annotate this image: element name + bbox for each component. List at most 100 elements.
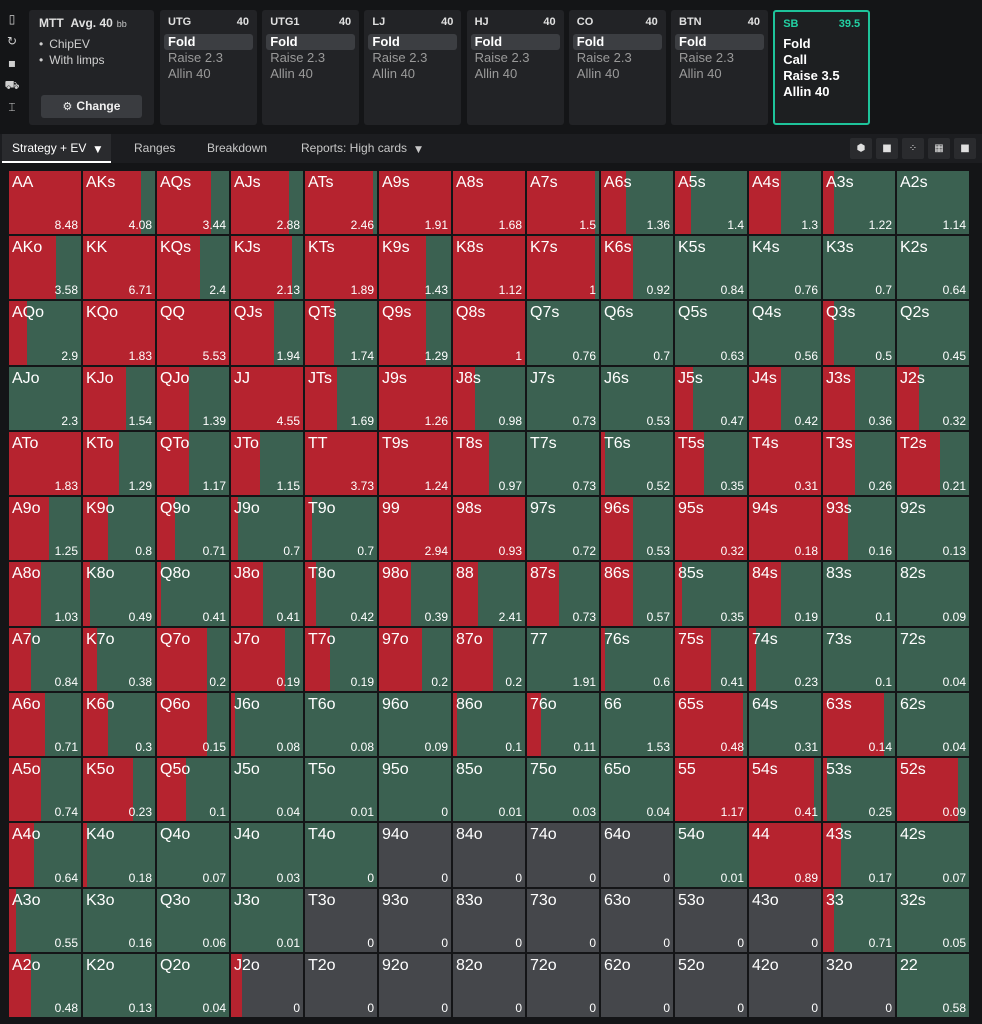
- hand-cell[interactable]: K4s 0.76: [748, 235, 822, 301]
- hand-cell[interactable]: K7s 1: [526, 235, 600, 301]
- hand-cell[interactable]: 52o 0: [674, 952, 748, 1018]
- hand-cell[interactable]: J3s 0.36: [822, 365, 896, 431]
- hand-cell[interactable]: 96o 0.09: [378, 691, 452, 758]
- hand-cell[interactable]: 73o 0: [526, 887, 600, 953]
- hand-cell[interactable]: QTo 1.17: [156, 430, 230, 497]
- hand-cell[interactable]: Q9s 1.29: [378, 300, 452, 366]
- hand-cell[interactable]: A4s 1.3: [748, 170, 822, 236]
- hand-cell[interactable]: 75s 0.41: [674, 626, 748, 692]
- hand-cell[interactable]: Q7o 0.2: [156, 626, 230, 692]
- hand-cell[interactable]: QQ 5.53: [156, 300, 230, 366]
- cube-icon[interactable]: ⬢: [850, 138, 872, 159]
- hand-cell[interactable]: 54o 0.01: [674, 822, 748, 888]
- action-item[interactable]: Allin 40: [372, 66, 416, 81]
- hand-cell[interactable]: 65o 0.04: [600, 757, 674, 823]
- hand-cell[interactable]: AJs 2.88: [230, 170, 304, 236]
- hand-cell[interactable]: K9o 0.8: [82, 496, 156, 562]
- action-item[interactable]: Allin 40: [168, 66, 211, 81]
- hand-cell[interactable]: Q6s 0.7: [600, 300, 674, 366]
- action-item[interactable]: Raise 2.3: [372, 50, 428, 65]
- hand-cell[interactable]: Q2s 0.45: [896, 300, 970, 366]
- hand-cell[interactable]: A6o 0.71: [8, 691, 82, 758]
- hand-cell[interactable]: 53s 0.25: [822, 757, 896, 823]
- hand-cell[interactable]: 87s 0.73: [526, 561, 600, 627]
- hand-cell[interactable]: 74o 0: [526, 822, 600, 888]
- hand-cell[interactable]: Q2o 0.04: [156, 952, 230, 1018]
- hand-cell[interactable]: 84o 0: [452, 822, 526, 888]
- hand-cell[interactable]: T2o 0: [304, 952, 378, 1018]
- hand-cell[interactable]: A3o 0.55: [8, 887, 82, 953]
- hand-cell[interactable]: QTs 1.74: [304, 300, 378, 366]
- hand-cell[interactable]: 43o 0: [748, 887, 822, 953]
- hand-cell[interactable]: A8o 1.03: [8, 561, 82, 627]
- hand-cell[interactable]: Q5s 0.63: [674, 300, 748, 366]
- action-item[interactable]: Fold: [266, 34, 356, 50]
- action-item[interactable]: Raise 2.3: [474, 50, 530, 65]
- hand-cell[interactable]: T3s 0.26: [822, 430, 896, 497]
- hand-cell[interactable]: K7o 0.38: [82, 626, 156, 692]
- hand-cell[interactable]: J8o 0.41: [230, 561, 304, 627]
- hand-cell[interactable]: J2o 0: [230, 952, 304, 1018]
- hand-cell[interactable]: T8o 0.42: [304, 561, 378, 627]
- change-button[interactable]: ⚙ Change: [41, 95, 142, 118]
- hand-cell[interactable]: T2s 0.21: [896, 430, 970, 497]
- hand-cell[interactable]: T8s 0.97: [452, 430, 526, 497]
- hand-cell[interactable]: 87o 0.2: [452, 626, 526, 692]
- hand-cell[interactable]: T9s 1.24: [378, 430, 452, 497]
- refresh-icon[interactable]: ↻: [6, 34, 18, 48]
- hand-cell[interactable]: 97s 0.72: [526, 496, 600, 562]
- hand-cell[interactable]: 99 2.94: [378, 496, 452, 562]
- hand-cell[interactable]: AJo 2.3: [8, 365, 82, 431]
- hand-cell[interactable]: K4o 0.18: [82, 822, 156, 888]
- hand-cell[interactable]: T4s 0.31: [748, 430, 822, 497]
- hand-cell[interactable]: 72s 0.04: [896, 626, 970, 692]
- hand-cell[interactable]: 83s 0.1: [822, 561, 896, 627]
- hand-cell[interactable]: Q7s 0.76: [526, 300, 600, 366]
- hand-cell[interactable]: T5s 0.35: [674, 430, 748, 497]
- save-icon[interactable]: ▪: [7, 56, 17, 70]
- hand-cell[interactable]: 95o 0: [378, 757, 452, 823]
- hand-cell[interactable]: A7o 0.84: [8, 626, 82, 692]
- hand-cell[interactable]: T7o 0.19: [304, 626, 378, 692]
- hand-cell[interactable]: 62s 0.04: [896, 691, 970, 758]
- hand-cell[interactable]: J4o 0.03: [230, 822, 304, 888]
- hand-cell[interactable]: KTo 1.29: [82, 430, 156, 497]
- hand-cell[interactable]: A9o 1.25: [8, 496, 82, 562]
- action-item[interactable]: Raise 2.3: [168, 50, 223, 65]
- hand-cell[interactable]: T3o 0: [304, 887, 378, 953]
- small-grid-icon[interactable]: ⁘: [902, 138, 924, 159]
- tab-strategy-ev[interactable]: Strategy + EV ▼: [2, 134, 112, 163]
- hand-cell[interactable]: J3o 0.01: [230, 887, 304, 953]
- hand-cell[interactable]: 53o 0: [674, 887, 748, 953]
- hand-cell[interactable]: ATs 2.46: [304, 170, 378, 236]
- hand-cell[interactable]: AKo 3.58: [8, 235, 82, 301]
- action-item[interactable]: Raise 2.3: [679, 50, 734, 65]
- tab-breakdown[interactable]: Breakdown: [207, 134, 267, 163]
- hand-cell[interactable]: 55 1.17: [674, 757, 748, 823]
- action-item[interactable]: Call: [783, 52, 808, 67]
- hand-cell[interactable]: AKs 4.08: [82, 170, 156, 236]
- position-hj[interactable]: HJ 40 Fold Raise 2.3 Allin 40: [466, 10, 564, 125]
- hand-cell[interactable]: J4s 0.42: [748, 365, 822, 431]
- hand-cell[interactable]: 95s 0.32: [674, 496, 748, 562]
- hand-cell[interactable]: 92o 0: [378, 952, 452, 1018]
- action-item[interactable]: Fold: [164, 34, 253, 50]
- hand-cell[interactable]: T6s 0.52: [600, 430, 674, 497]
- position-lj[interactable]: LJ 40 Fold Raise 2.3 Allin 40: [364, 10, 462, 125]
- tab-ranges[interactable]: Ranges: [134, 134, 175, 163]
- action-item[interactable]: Fold: [368, 34, 458, 50]
- hand-cell[interactable]: T7s 0.73: [526, 430, 600, 497]
- hand-cell[interactable]: 85s 0.35: [674, 561, 748, 627]
- position-sb[interactable]: SB 39.5 Fold Call Raise 3.5 Allin 40: [773, 10, 871, 125]
- text-cursor-icon[interactable]: ⌶: [8, 100, 16, 114]
- hand-cell[interactable]: 93o 0: [378, 887, 452, 953]
- hand-cell[interactable]: J2s 0.32: [896, 365, 970, 431]
- hand-cell[interactable]: 97o 0.2: [378, 626, 452, 692]
- hand-cell[interactable]: AQo 2.9: [8, 300, 82, 366]
- hand-cell[interactable]: 43s 0.17: [822, 822, 896, 888]
- hand-cell[interactable]: 42s 0.07: [896, 822, 970, 888]
- hand-cell[interactable]: JTs 1.69: [304, 365, 378, 431]
- hand-cell[interactable]: Q5o 0.1: [156, 757, 230, 823]
- hand-cell[interactable]: A7s 1.5: [526, 170, 600, 236]
- hand-cell[interactable]: ATo 1.83: [8, 430, 82, 497]
